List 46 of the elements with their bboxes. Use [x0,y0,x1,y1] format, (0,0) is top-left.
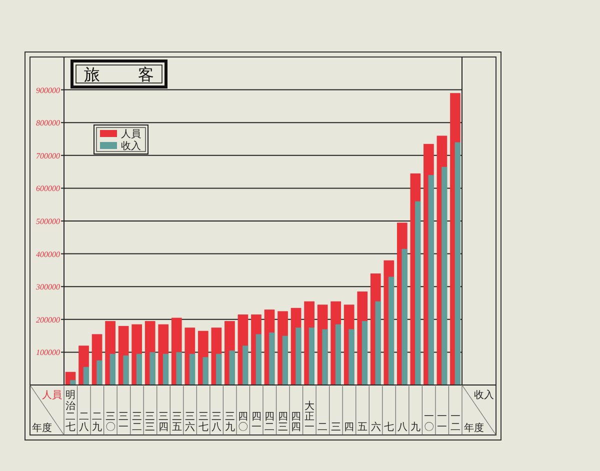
legend-label: 人員 [121,129,141,140]
xlabel: 年度 [32,423,52,434]
category: 三八 [212,411,222,433]
category: 二九 [92,411,102,433]
ytick-label: 600000 [36,184,60,194]
category: 二 [318,422,328,433]
category: 三六 [185,411,196,433]
category: 明治二七 [66,390,76,433]
category: 九 [410,422,421,433]
annotation: 年度 [464,423,484,434]
category: 三一 [118,411,129,433]
category: 四三 [278,411,288,433]
category: 三七 [198,411,208,433]
category: 三五 [172,411,182,433]
category: 四二 [264,411,275,433]
legend-label: 收入 [121,141,141,152]
category: 三四 [158,411,168,433]
category: 三三 [145,411,156,433]
category: 二八 [78,411,89,433]
category: 八 [397,422,408,433]
ytick-label: 200000 [36,315,60,324]
ylabel: 人員 [42,390,62,401]
category: 一〇 [424,411,434,433]
category: 大正一 [304,400,314,433]
ytick-label: 100000 [36,348,60,358]
category: 四〇 [238,411,248,433]
category: 三〇 [105,411,116,433]
title: 旅客 [84,65,154,84]
category: 七 [384,422,394,433]
ytick-label: 700000 [36,151,60,160]
ytick-label: 300000 [36,282,60,292]
category: 三二 [132,411,142,433]
ytick-label: 500000 [36,217,60,226]
category: 六 [370,422,381,433]
category: 五 [358,422,368,433]
category: 四 [344,422,354,433]
category: 一一 [437,411,448,433]
ytick-label: 900000 [36,86,60,95]
category: 四一 [251,411,262,433]
ytick-label: 800000 [36,118,60,128]
category: 三九 [224,411,235,433]
ytick-label: 400000 [36,250,60,259]
category: 四四 [291,411,302,433]
category: 三 [330,422,341,433]
category: 一二 [450,411,460,433]
annotation: 收入 [474,390,494,401]
